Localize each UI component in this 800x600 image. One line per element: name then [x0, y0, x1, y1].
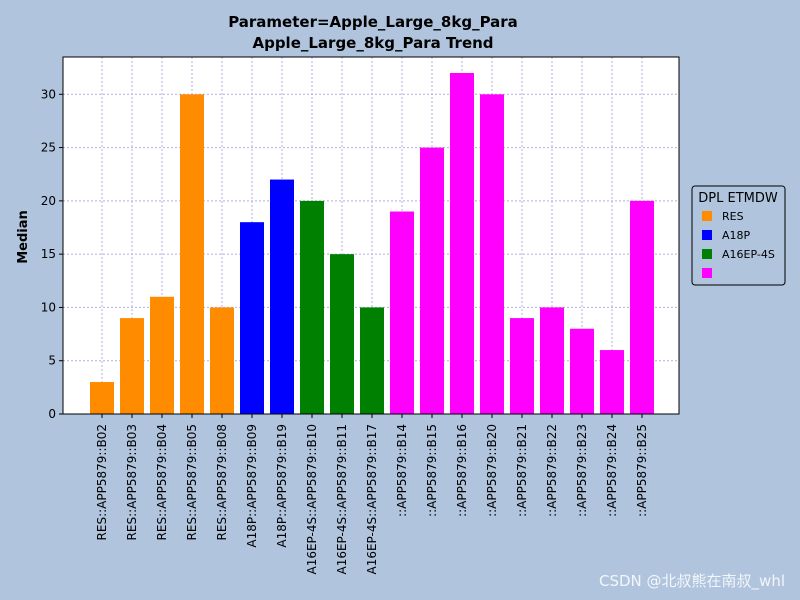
y-tick-label: 5 — [48, 354, 56, 368]
legend: DPL ETMDW RES A18P A16EP-4S — [691, 185, 786, 286]
bars-layer — [90, 72, 654, 414]
y-tick-label: 15 — [41, 247, 56, 261]
bar — [600, 350, 624, 414]
x-tick-label: ::APP5879::B16 — [455, 424, 469, 517]
bar — [390, 211, 414, 414]
bar — [210, 307, 234, 414]
legend-swatch — [702, 268, 712, 278]
bar — [570, 328, 594, 414]
x-tick-label: ::APP5879::B20 — [485, 424, 499, 517]
x-tick-label: A16EP-4S::APP5879::B11 — [335, 424, 349, 575]
x-tick-label: ::APP5879::B23 — [575, 424, 589, 517]
legend-swatch — [702, 211, 712, 221]
y-axis: 0 5 10 15 20 25 30 — [41, 87, 63, 421]
bar — [180, 94, 204, 414]
bar — [510, 318, 534, 414]
x-tick-label: ::APP5879::B21 — [515, 424, 529, 517]
bar — [270, 179, 294, 414]
x-tick-label: ::APP5879::B15 — [425, 424, 439, 517]
chart-title-line2: Apple_Large_8kg_Para Trend — [252, 34, 493, 52]
legend-swatch — [702, 230, 712, 240]
bar — [420, 147, 444, 414]
x-tick-label: A16EP-4S::APP5879::B10 — [305, 424, 319, 575]
watermark: CSDN @北叔熊在南叔_whl — [599, 572, 785, 591]
bar — [150, 296, 174, 414]
x-tick-label: ::APP5879::B22 — [545, 424, 559, 517]
legend-label: RES — [722, 210, 744, 223]
x-tick-label: ::APP5879::B24 — [605, 424, 619, 517]
legend-label: A16EP-4S — [722, 248, 775, 261]
chart-title-line1: Parameter=Apple_Large_8kg_Para — [228, 13, 518, 31]
x-tick-label: RES::APP5879::B04 — [155, 424, 169, 540]
bar — [330, 254, 354, 414]
x-tick-label: A18P::APP5879::B19 — [275, 424, 289, 548]
x-tick-label: ::APP5879::B14 — [395, 424, 409, 517]
x-tick-label: RES::APP5879::B02 — [95, 424, 109, 540]
bar — [90, 382, 114, 414]
y-tick-label: 0 — [48, 407, 56, 421]
bar — [540, 307, 564, 414]
y-tick-label: 25 — [41, 141, 56, 155]
y-tick-label: 10 — [41, 300, 56, 314]
x-tick-label: RES::APP5879::B05 — [185, 424, 199, 540]
x-axis: RES::APP5879::B02 RES::APP5879::B03 RES::A… — [95, 414, 649, 575]
bar — [360, 307, 384, 414]
y-axis-label: Median — [16, 210, 31, 264]
x-tick-label: RES::APP5879::B03 — [125, 424, 139, 540]
bar — [450, 72, 474, 414]
y-tick-label: 30 — [41, 87, 56, 101]
bar — [120, 318, 144, 414]
legend-entries: RES A18P A16EP-4S — [702, 210, 775, 278]
bar — [240, 222, 264, 414]
x-tick-label: A16EP-4S::APP5879::B17 — [365, 424, 379, 575]
bar — [300, 200, 324, 414]
x-tick-label: A18P::APP5879::B09 — [245, 424, 259, 548]
bar — [480, 94, 504, 414]
legend-frame — [691, 185, 786, 286]
legend-title: DPL ETMDW — [698, 191, 778, 206]
legend-swatch — [702, 249, 712, 259]
bar — [630, 200, 654, 414]
x-tick-label: RES::APP5879::B08 — [215, 424, 229, 540]
y-tick-label: 20 — [41, 194, 56, 208]
plot-frame — [62, 56, 680, 415]
x-tick-label: ::APP5879::B25 — [635, 424, 649, 517]
legend-label: A18P — [722, 229, 751, 242]
